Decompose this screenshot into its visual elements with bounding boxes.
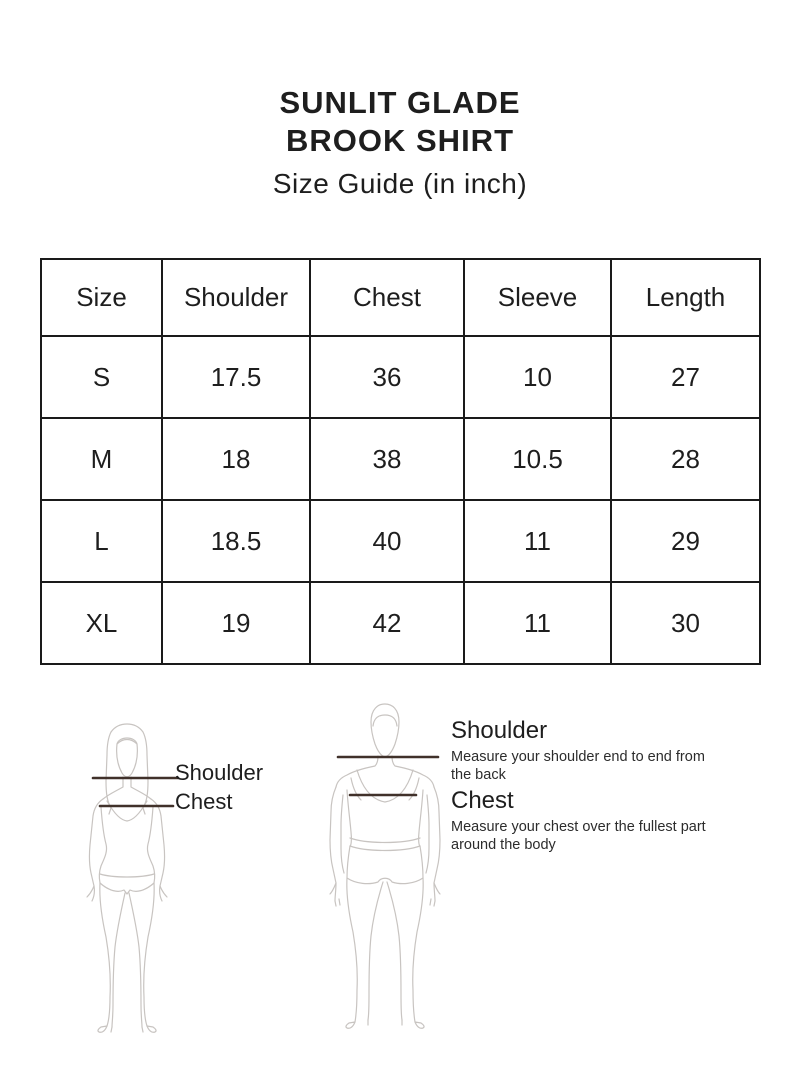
size-label-cell: L (40, 499, 163, 583)
shoulder-instruction-title: Shoulder (451, 717, 548, 744)
size-table: Size Shoulder Chest Sleeve Length S 17.5… (40, 258, 761, 665)
male-figure-illustration (329, 703, 441, 1029)
size-label-cell: S (40, 335, 163, 419)
measurement-cell: 28 (610, 417, 761, 501)
product-name: BROOK SHIRT (286, 123, 514, 158)
column-header-sleeve: Sleeve (463, 258, 612, 337)
shoulder-instruction-description: Measure your shoulder end to end from th… (451, 749, 705, 783)
female-figure-illustration (86, 723, 180, 1033)
brand-name: SUNLIT GLADE (279, 85, 521, 120)
measurement-cell: 19 (161, 581, 311, 665)
measurement-cell: 42 (309, 581, 465, 665)
table-row: M 18 38 10.5 28 (40, 417, 761, 501)
measurement-cell: 10.5 (463, 417, 612, 501)
measurement-cell: 18.5 (161, 499, 311, 583)
column-header-chest: Chest (309, 258, 465, 337)
column-header-shoulder: Shoulder (161, 258, 311, 337)
size-label-cell: M (40, 417, 163, 501)
measurement-cell: 18 (161, 417, 311, 501)
measurement-cell: 27 (610, 335, 761, 419)
page-title: SUNLIT GLADE BROOK SHIRT (0, 84, 800, 160)
measurement-cell: 11 (463, 499, 612, 583)
chest-instruction-title: Chest (451, 787, 514, 814)
measurement-cell: 36 (309, 335, 465, 419)
size-guide-subtitle: Size Guide (in inch) (272, 168, 528, 199)
column-header-size: Size (40, 258, 163, 337)
table-row: S 17.5 36 10 27 (40, 335, 761, 419)
measurement-cell: 11 (463, 581, 612, 665)
shoulder-line-label: Shoulder (175, 760, 264, 785)
table-row: XL 19 42 11 30 (40, 581, 761, 665)
measurement-cell: 30 (610, 581, 761, 665)
chest-instruction: Chest Measure your chest over the fulles… (451, 786, 751, 854)
measurement-cell: 10 (463, 335, 612, 419)
column-header-length: Length (610, 258, 761, 337)
shoulder-instruction: Shoulder Measure your shoulder end to en… (451, 716, 751, 784)
chest-line-label: Chest (175, 789, 233, 814)
measurement-cell: 17.5 (161, 335, 311, 419)
size-label-cell: XL (40, 581, 163, 665)
measurement-cell: 29 (610, 499, 761, 583)
measurement-cell: 38 (309, 417, 465, 501)
table-row: L 18.5 40 11 29 (40, 499, 761, 583)
table-header-row: Size Shoulder Chest Sleeve Length (40, 258, 761, 337)
chest-instruction-description: Measure your chest over the fullest part… (451, 819, 706, 853)
measurement-cell: 40 (309, 499, 465, 583)
